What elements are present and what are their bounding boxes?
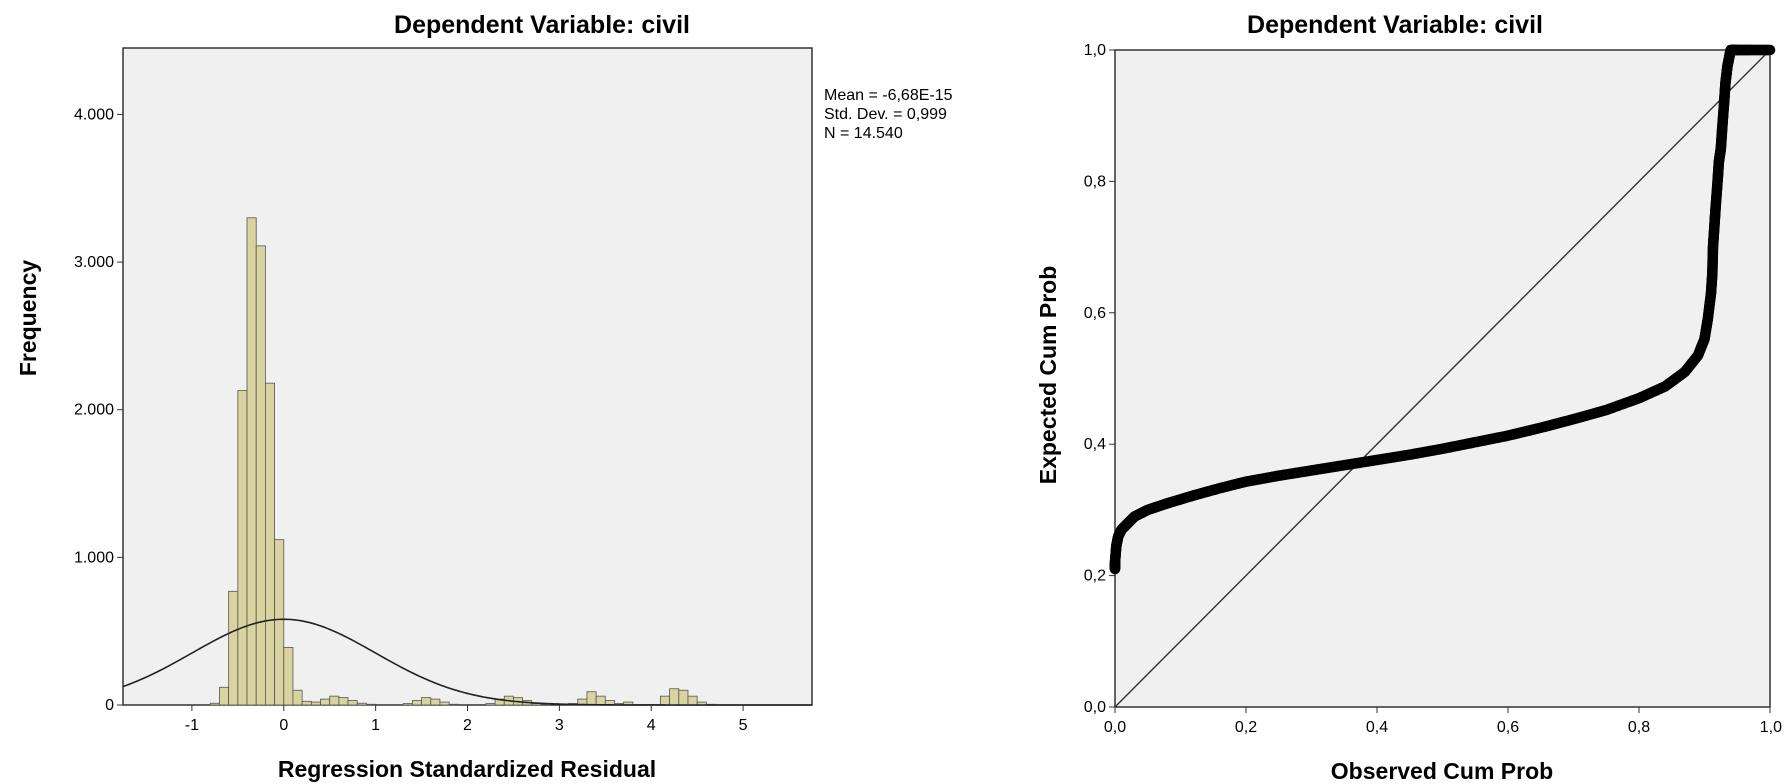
pp-plot-chart: Dependent Variable: civil 0,00,20,40,60,… — [1035, 11, 1782, 784]
stats-std-dev: Std. Dev. = 0,999 — [824, 106, 947, 123]
histogram-title: Dependent Variable: civil — [394, 11, 690, 39]
histogram-bar — [687, 695, 698, 706]
histogram-y-tick-label: 2.000 — [74, 402, 114, 419]
histogram-bar — [320, 698, 331, 706]
pp-x-tick-label: 0,0 — [1104, 719, 1126, 736]
histogram-bar — [264, 382, 275, 706]
histogram-bar — [329, 695, 340, 706]
normal-curve — [122, 618, 812, 706]
histogram-bar — [301, 700, 312, 706]
pp-y-tick-label: 0,6 — [1084, 305, 1106, 322]
histogram-x-tick-label: 5 — [739, 717, 748, 734]
pp-x-tick-label: 0,2 — [1235, 719, 1257, 736]
histogram-bar — [430, 698, 441, 706]
histogram-plot-area — [122, 47, 813, 706]
histogram-bar — [356, 702, 367, 706]
pp-y-tick-label: 0,4 — [1084, 436, 1106, 453]
stats-n: N = 14.540 — [824, 125, 903, 142]
histogram-bar — [228, 590, 239, 706]
histogram-bars — [209, 217, 716, 706]
pp-y-tick-label: 1,0 — [1084, 42, 1106, 59]
histogram-x-tick-label: 1 — [371, 717, 380, 734]
histogram-bar — [595, 695, 606, 706]
histogram-x-tick-label: 3 — [555, 717, 564, 734]
histogram-bar — [209, 702, 220, 706]
histogram-bar — [421, 697, 432, 706]
histogram-x-tick-label: -1 — [185, 717, 199, 734]
pp-y-tick-label: 0,0 — [1084, 699, 1106, 716]
histogram-y-ticks: 0 1.000 2.000 3.000 4.000 — [74, 106, 123, 714]
histogram-chart: Dependent Variable: civil 0 1.000 2.000 3.0… — [15, 11, 953, 782]
histogram-bar — [411, 700, 422, 706]
pp-plot-title: Dependent Variable: civil — [1247, 11, 1543, 39]
histogram-y-tick-label: 3.000 — [74, 254, 114, 271]
pp-points — [1109, 44, 1776, 575]
histogram-bar — [292, 689, 303, 706]
histogram-x-tick-label: 4 — [647, 717, 656, 734]
histogram-bar — [439, 701, 450, 706]
pp-y-ticks: 0,0 0,2 0,4 0,6 0,8 1,0 — [1084, 42, 1115, 716]
histogram-bar — [246, 217, 257, 706]
histogram-bar — [669, 688, 680, 706]
pp-y-tick-label: 0,8 — [1084, 173, 1106, 190]
pp-x-tick-label: 0,4 — [1366, 719, 1388, 736]
pp-point — [1763, 44, 1775, 56]
histogram-bar — [237, 390, 248, 706]
histogram-bar — [310, 701, 321, 706]
histogram-bar — [366, 703, 377, 706]
histogram-y-tick-label: 4.000 — [74, 106, 114, 123]
histogram-bar — [660, 695, 671, 706]
histogram-x-tick-label: 0 — [279, 717, 288, 734]
histogram-bar — [586, 691, 597, 706]
histogram-bar — [485, 703, 496, 706]
histogram-y-tick-label: 1.000 — [74, 549, 114, 566]
pp-y-tick-label: 0,2 — [1084, 568, 1106, 585]
histogram-bar — [255, 245, 266, 706]
histogram-bar — [347, 700, 358, 706]
histogram-y-tick-label: 0 — [105, 697, 114, 714]
reference-diagonal-line — [1114, 49, 1771, 708]
pp-x-tick-label: 1,0 — [1760, 719, 1782, 736]
histogram-y-axis-label: Frequency — [15, 260, 41, 377]
pp-y-axis-label: Expected Cum Prob — [1035, 266, 1061, 485]
histogram-x-tick-label: 2 — [463, 717, 472, 734]
histogram-x-axis-label: Regression Standardized Residual — [278, 756, 656, 782]
histogram-bar — [219, 686, 230, 706]
histogram-bar — [448, 703, 459, 706]
pp-x-axis-label: Observed Cum Prob — [1331, 758, 1553, 784]
pp-x-tick-label: 0,6 — [1497, 719, 1519, 736]
histogram-x-ticks: -1 0 1 2 3 4 5 — [185, 705, 748, 734]
histogram-bar — [274, 539, 285, 706]
histogram-bar — [283, 647, 294, 706]
histogram-bar — [338, 697, 349, 706]
pp-x-ticks: 0,0 0,2 0,4 0,6 0,8 1,0 — [1104, 707, 1782, 736]
pp-x-tick-label: 0,8 — [1628, 719, 1650, 736]
histogram-bar — [678, 689, 689, 706]
histogram-bar — [402, 703, 413, 706]
stats-mean: Mean = -6,68E-15 — [824, 87, 953, 104]
